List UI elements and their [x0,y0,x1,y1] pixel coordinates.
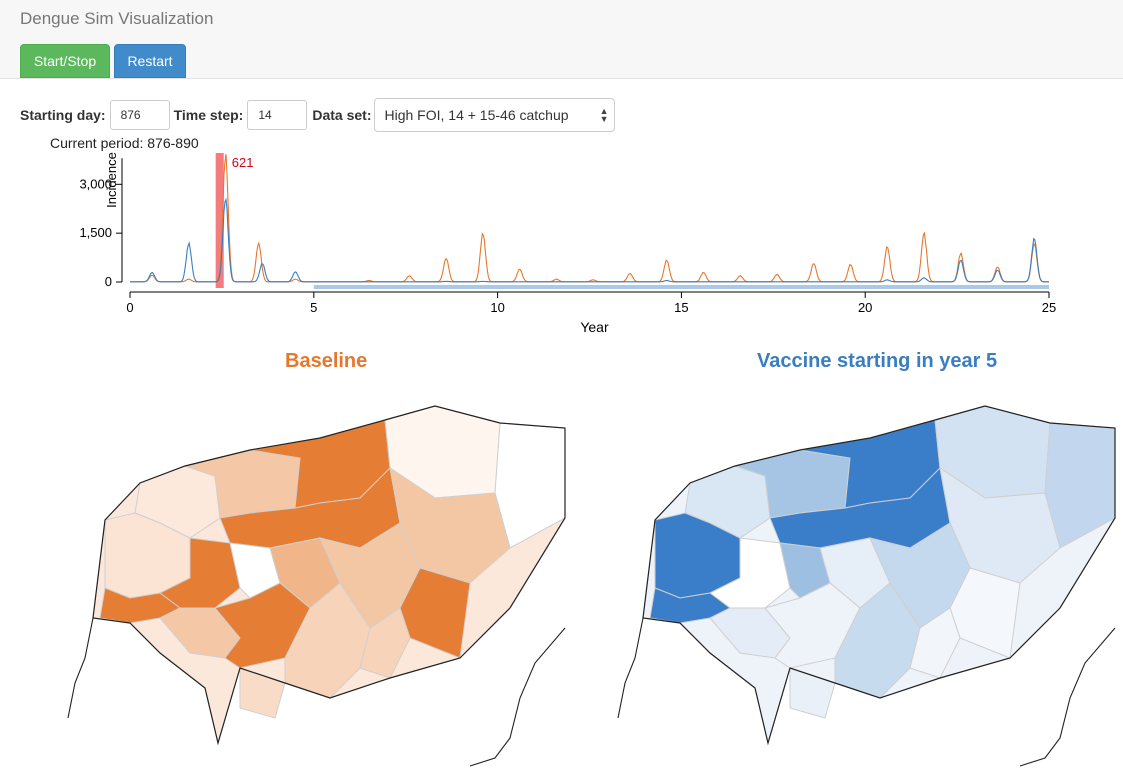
y-tick-label: 1,500 [79,225,112,240]
app-title: Dengue Sim Visualization [20,9,214,28]
select-arrows-icon: ▲ ▼ [599,106,609,124]
series-line-blue [130,197,1049,283]
starting-day-input[interactable] [109,100,170,130]
baseline-map[interactable] [40,398,570,773]
current-window-highlight [215,153,224,288]
starting-day-label: Starting day: [20,107,106,123]
x-tick-label: 0 [126,300,133,315]
vaccine-map[interactable] [590,398,1120,773]
vaccine-region[interactable] [617,405,1116,767]
controls-row: Starting day: Time step: Data set: High … [20,98,616,132]
time-step-input[interactable] [247,100,308,130]
top-bar: Dengue Sim Visualization Start/Stop Rest… [0,0,1123,79]
x-tick-label: 15 [674,300,688,315]
incidence-chart[interactable]: 621 0 5 10 15 20 25 0 1,500 3,000 Year Incidence [0,145,1123,345]
current-window-label: 621 [232,155,254,170]
vaccine-timeline-bar [313,285,1049,289]
baseline-map-title: Baseline [285,350,368,372]
y-axis-label: Incidence [104,152,119,208]
dataset-select-value: High FOI, 14 + 15-46 catchup [384,107,569,123]
y-tick-label: 3,000 [79,176,112,191]
x-tick-label: 10 [490,300,504,315]
x-tick-label: 5 [310,300,317,315]
x-tick-label: 25 [1042,300,1056,315]
current-period: Current period: 876-890 [50,135,199,151]
time-step-label: Time step: [173,107,244,123]
baseline-region[interactable] [67,405,566,767]
vaccine-map-title: Vaccine starting in year 5 [757,350,998,372]
dataset-label: Data set: [312,107,372,123]
series-line-orange [130,154,1049,283]
start-stop-button[interactable]: Start/Stop [20,44,110,78]
restart-button[interactable]: Restart [114,44,186,78]
dataset-select[interactable]: High FOI, 14 + 15-46 catchup ▲ ▼ [374,98,616,132]
y-tick-label: 0 [105,274,112,289]
x-axis-label: Year [580,319,609,335]
x-tick-label: 20 [858,300,872,315]
